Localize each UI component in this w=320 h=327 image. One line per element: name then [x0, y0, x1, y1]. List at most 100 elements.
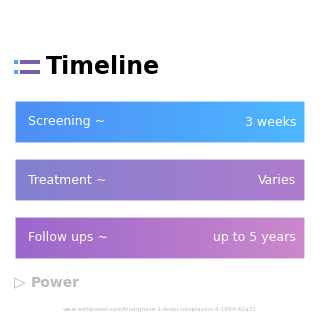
Bar [154, 96, 156, 148]
Bar [123, 212, 124, 264]
Bar [82, 96, 84, 148]
Bar [232, 96, 234, 148]
Bar [156, 96, 157, 148]
Bar [12, 96, 13, 148]
Bar [254, 212, 257, 264]
Bar [110, 212, 113, 264]
Bar [301, 212, 303, 264]
Bar [100, 96, 102, 148]
Bar [101, 212, 103, 264]
Bar [145, 96, 147, 148]
Bar [186, 212, 188, 264]
Bar [64, 154, 66, 206]
Bar [188, 96, 190, 148]
Bar [307, 154, 309, 206]
Bar [133, 96, 135, 148]
Bar [269, 154, 271, 206]
Bar [31, 96, 33, 148]
Bar [268, 96, 270, 148]
Bar [180, 212, 181, 264]
Bar [28, 154, 30, 206]
Bar [173, 96, 175, 148]
Bar [234, 154, 236, 206]
Bar [239, 212, 242, 264]
Bar [295, 96, 297, 148]
Bar [182, 154, 185, 206]
Text: Treatment ~: Treatment ~ [28, 174, 106, 186]
Bar [260, 96, 262, 148]
Bar [22, 154, 24, 206]
Bar [106, 154, 108, 206]
Bar [94, 154, 96, 206]
Bar [197, 212, 199, 264]
Bar [115, 154, 117, 206]
Bar [175, 96, 177, 148]
Bar [53, 212, 55, 264]
Bar [28, 212, 30, 264]
Bar [193, 96, 195, 148]
Bar [70, 154, 72, 206]
Bar [51, 154, 52, 206]
Bar [226, 154, 228, 206]
Bar [58, 154, 60, 206]
Bar [308, 212, 310, 264]
Bar [90, 154, 92, 206]
Bar [247, 154, 249, 206]
Bar [71, 212, 74, 264]
Bar [151, 154, 153, 206]
Bar [40, 212, 42, 264]
Bar [127, 212, 129, 264]
Bar [256, 154, 258, 206]
Bar [219, 96, 220, 148]
Bar [156, 212, 157, 264]
Bar [143, 212, 146, 264]
Bar [208, 212, 210, 264]
Bar [202, 154, 204, 206]
Bar [99, 96, 100, 148]
Bar [204, 96, 205, 148]
Bar [169, 96, 171, 148]
Bar [197, 154, 199, 206]
Bar [109, 212, 111, 264]
Bar [191, 96, 194, 148]
Bar [110, 154, 113, 206]
Bar [95, 154, 98, 206]
Bar [22, 212, 24, 264]
Bar [236, 212, 238, 264]
Bar [154, 154, 156, 206]
Bar [171, 212, 172, 264]
Bar [71, 154, 74, 206]
Bar [37, 212, 39, 264]
Bar [287, 154, 290, 206]
Bar [195, 212, 196, 264]
Bar [273, 212, 275, 264]
Bar [114, 96, 116, 148]
Bar [97, 212, 99, 264]
Bar [61, 154, 63, 206]
Bar [145, 212, 147, 264]
Bar [53, 154, 55, 206]
Bar [116, 212, 118, 264]
Bar [38, 154, 41, 206]
Bar [217, 212, 219, 264]
Bar [67, 96, 69, 148]
Bar [108, 212, 109, 264]
Bar [175, 212, 177, 264]
Bar [139, 212, 141, 264]
Bar [42, 154, 44, 206]
Bar [123, 154, 124, 206]
Bar [20, 212, 22, 264]
Bar [265, 96, 267, 148]
Bar [292, 154, 294, 206]
Bar [142, 154, 144, 206]
Bar [149, 154, 151, 206]
Bar [276, 96, 277, 148]
Bar [172, 96, 174, 148]
Bar [136, 154, 138, 206]
Bar [114, 154, 116, 206]
Bar [308, 96, 310, 148]
Bar [306, 96, 308, 148]
Bar [177, 96, 179, 148]
Bar [286, 212, 288, 264]
Bar [67, 154, 69, 206]
